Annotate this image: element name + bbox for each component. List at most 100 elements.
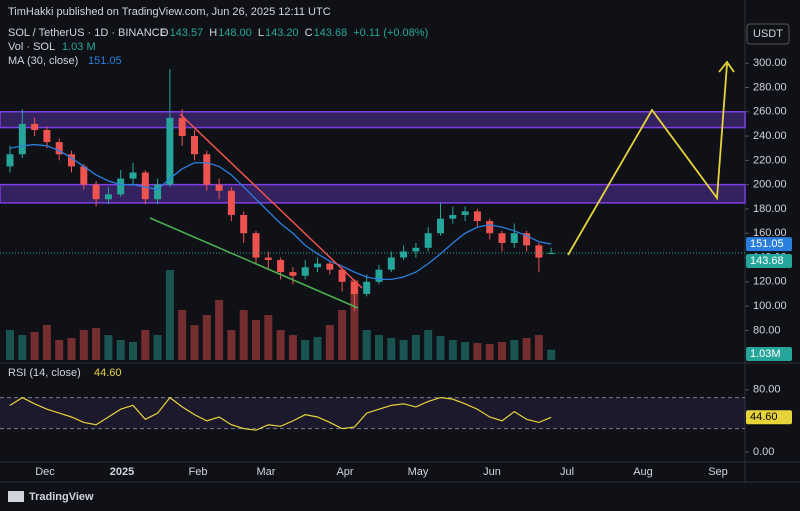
candle-body bbox=[338, 269, 346, 282]
volume-name: Vol · SOL bbox=[8, 41, 55, 53]
y-tick-label: 220.00 bbox=[753, 154, 787, 166]
volume-bar bbox=[375, 335, 383, 360]
candle-body bbox=[31, 123, 39, 130]
volume-bar bbox=[55, 340, 64, 360]
volume-bar bbox=[202, 315, 211, 360]
candle-body bbox=[92, 184, 100, 200]
rsi-line bbox=[9, 396, 552, 431]
rsi-band bbox=[0, 397, 745, 429]
x-tick-label: Aug bbox=[633, 466, 653, 478]
change: +0.11 (+0.08%) bbox=[353, 27, 428, 39]
candle-body bbox=[55, 142, 63, 155]
volume-bar bbox=[301, 340, 310, 360]
candle-body bbox=[412, 247, 420, 252]
ohlc-label: H bbox=[209, 27, 217, 39]
ohlc-label: L bbox=[258, 27, 264, 39]
volume-bar bbox=[498, 342, 506, 360]
volume-bar bbox=[276, 330, 285, 360]
x-tick-label: Mar bbox=[257, 466, 276, 478]
volume-bar bbox=[325, 325, 334, 360]
candle-body bbox=[6, 154, 14, 167]
volume-bar bbox=[129, 342, 137, 360]
currency[interactable]: USDT bbox=[753, 28, 783, 40]
volume-bar bbox=[522, 338, 531, 360]
rsi-badge-label: 44.60 bbox=[750, 411, 778, 423]
volume-bar bbox=[67, 338, 76, 360]
y-tick-label: 80.00 bbox=[753, 324, 781, 336]
candle-body bbox=[191, 136, 198, 155]
candle-body bbox=[166, 117, 174, 185]
projection-arrow bbox=[718, 60, 735, 73]
volume-bar bbox=[104, 335, 113, 360]
currency-button[interactable] bbox=[746, 23, 790, 45]
candle-body bbox=[510, 233, 518, 243]
candle-body bbox=[314, 263, 321, 268]
ma-badge bbox=[746, 237, 792, 252]
volume-bar bbox=[547, 349, 556, 360]
publisher: TimHakki published on TradingView.com, J… bbox=[8, 6, 331, 18]
x-tick-label: Jul bbox=[560, 466, 574, 478]
projection-path bbox=[567, 63, 728, 256]
volume-bar bbox=[116, 340, 125, 360]
volume-bar bbox=[153, 335, 162, 360]
volume-bar bbox=[92, 328, 101, 360]
volume-bar bbox=[79, 330, 88, 360]
y-tick-label: 260.00 bbox=[753, 106, 787, 118]
last-price-label: 143.68 bbox=[750, 255, 784, 267]
candle-body bbox=[68, 154, 75, 167]
volume-bar bbox=[30, 332, 39, 360]
volume-bar bbox=[411, 335, 420, 360]
candle-body bbox=[326, 263, 334, 270]
volume-bar bbox=[239, 310, 248, 360]
candle-body bbox=[154, 184, 162, 200]
candle-body bbox=[18, 123, 26, 155]
volume-bar bbox=[362, 330, 371, 360]
candle-body bbox=[350, 281, 358, 294]
candle-body bbox=[400, 251, 408, 258]
rsi-current: 44.60 bbox=[94, 367, 122, 379]
ohlc-value: 148.00 bbox=[218, 27, 252, 39]
candle-body bbox=[498, 233, 506, 243]
x-tick-label: May bbox=[408, 466, 429, 478]
y-tick-label: 200.00 bbox=[753, 179, 787, 191]
candle-body bbox=[437, 218, 444, 234]
candle-body bbox=[141, 172, 149, 200]
volume-bar bbox=[485, 344, 494, 360]
volume-bar bbox=[264, 315, 273, 360]
rsi-name: RSI (14, close) bbox=[8, 367, 81, 379]
volume-bar bbox=[473, 343, 482, 360]
x-tick-label: 2025 bbox=[110, 466, 134, 478]
volume-bar bbox=[424, 330, 433, 360]
volume-bar bbox=[350, 280, 359, 360]
candle-body bbox=[486, 221, 494, 234]
candle-body bbox=[203, 154, 211, 185]
candle-body bbox=[240, 215, 248, 234]
y-tick-label: 120.00 bbox=[753, 276, 787, 288]
volume-bar bbox=[227, 330, 236, 360]
brand-logo bbox=[8, 491, 24, 502]
candle-body bbox=[523, 233, 531, 246]
candle-body bbox=[277, 259, 285, 273]
volume-bar bbox=[190, 325, 199, 360]
last-price-badge bbox=[746, 254, 792, 269]
volume-bar bbox=[534, 335, 543, 360]
ma-current: 151.05 bbox=[88, 55, 122, 67]
symbol: SOL / TetherUS · 1D · BINANCE bbox=[8, 27, 167, 39]
ma-name: MA (30, close) bbox=[8, 55, 78, 67]
volume-bar bbox=[387, 338, 396, 360]
x-tick-label: Apr bbox=[336, 466, 353, 478]
support-line bbox=[149, 217, 359, 309]
ohlc-value: 143.20 bbox=[265, 27, 299, 39]
volume-bar bbox=[338, 310, 347, 360]
resistance-line bbox=[179, 113, 363, 289]
ma-line bbox=[9, 143, 552, 281]
candle-body bbox=[215, 184, 223, 191]
volume-bar bbox=[399, 340, 408, 360]
candle-body bbox=[375, 269, 383, 282]
candle-body bbox=[461, 211, 469, 216]
candle-body bbox=[449, 215, 457, 219]
candle-body bbox=[535, 245, 543, 258]
candle-body bbox=[129, 172, 137, 179]
volume-bar bbox=[510, 340, 519, 360]
